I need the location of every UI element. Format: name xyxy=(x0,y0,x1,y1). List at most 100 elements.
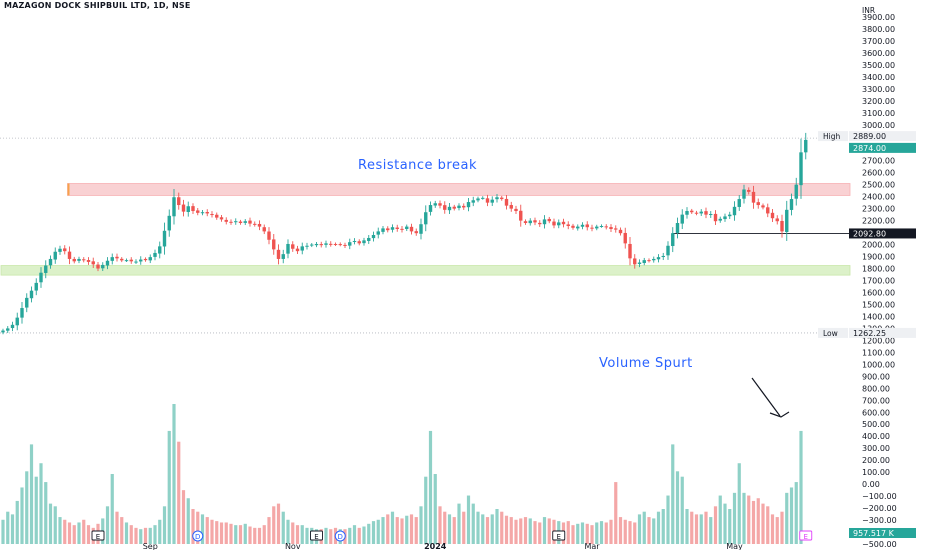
volume-bar xyxy=(139,529,143,544)
candle-body xyxy=(590,227,594,229)
candle-body xyxy=(115,256,119,259)
high-value-bg xyxy=(849,131,916,142)
candle xyxy=(438,200,442,209)
candle-body xyxy=(780,220,784,232)
candle xyxy=(181,199,186,217)
volume-bar xyxy=(210,519,214,544)
candle-body xyxy=(153,252,157,257)
y-tick-label: 1000.00 xyxy=(862,360,895,369)
candle-body xyxy=(139,259,143,262)
candle-body xyxy=(286,243,290,254)
candle xyxy=(405,224,409,232)
y-tick-label: 3700.00 xyxy=(862,37,895,46)
volume-bar xyxy=(105,506,110,544)
candle xyxy=(348,238,352,250)
candle xyxy=(124,258,129,263)
candle-body xyxy=(647,260,651,262)
earnings-badge xyxy=(552,530,566,541)
y-tick-label: 600.00 xyxy=(862,408,890,417)
candle xyxy=(105,257,110,270)
candle xyxy=(44,260,48,279)
volume-bar xyxy=(253,527,257,544)
volume-bar xyxy=(6,511,10,544)
volume-bar xyxy=(709,517,713,544)
candle-body xyxy=(542,219,547,225)
candle-body xyxy=(580,224,585,227)
volume-bar xyxy=(585,523,589,544)
y-tick-label: 2700.00 xyxy=(862,157,895,166)
volume-bar xyxy=(718,495,722,544)
volume-bar xyxy=(500,511,504,544)
candle xyxy=(1,328,5,335)
candle xyxy=(153,249,157,261)
volume-bar xyxy=(628,521,632,544)
event-marker-label: E xyxy=(804,533,808,541)
y-tick-label: 0.00 xyxy=(862,480,880,489)
volume-bar xyxy=(761,503,765,544)
volume-bar xyxy=(485,517,490,544)
y-tick-label: 1400.00 xyxy=(862,312,895,321)
candle xyxy=(709,211,713,218)
volume-bar xyxy=(614,482,618,544)
candle xyxy=(457,203,461,211)
candle-body xyxy=(804,139,808,153)
candle xyxy=(300,242,304,255)
candle-body xyxy=(219,217,224,220)
volume-bar xyxy=(509,517,513,544)
volume-bar xyxy=(785,492,789,544)
candle-body xyxy=(205,211,209,214)
volume-bar xyxy=(599,521,604,544)
volume-bar xyxy=(538,522,542,544)
candle-body xyxy=(500,197,504,200)
candle-body xyxy=(72,258,76,262)
volume-bar xyxy=(604,522,608,544)
volume-bar xyxy=(523,517,528,544)
volume-bar xyxy=(134,527,138,544)
candle xyxy=(262,224,266,235)
candle-body xyxy=(248,220,252,224)
zone-support xyxy=(0,265,851,276)
candle-body xyxy=(329,243,333,245)
low-label: Low xyxy=(823,329,838,338)
candle xyxy=(547,216,551,224)
candle-body xyxy=(91,261,95,265)
low-value-bg xyxy=(849,327,916,338)
candle xyxy=(120,257,124,263)
volume-bar xyxy=(281,511,285,544)
volume-bar xyxy=(694,514,699,544)
volume-bar xyxy=(775,517,779,544)
candle xyxy=(115,253,119,262)
candle xyxy=(447,203,452,215)
candle-body xyxy=(82,259,86,261)
candle-body xyxy=(471,200,475,203)
candle xyxy=(281,249,285,264)
candle-body xyxy=(400,228,404,230)
candle-body xyxy=(25,297,29,308)
volume-bar xyxy=(371,521,376,544)
candle-body xyxy=(262,227,266,232)
volume-bar xyxy=(656,511,661,544)
candle xyxy=(267,227,271,245)
volume-bar xyxy=(172,404,176,544)
volume-bar xyxy=(390,511,395,544)
event-marker-label: E xyxy=(557,533,561,541)
candle xyxy=(257,220,262,231)
volume-bar xyxy=(248,526,252,544)
candle xyxy=(728,211,732,220)
candle xyxy=(15,312,19,331)
candle xyxy=(110,253,114,265)
candle xyxy=(357,239,361,246)
candle-body xyxy=(376,231,380,235)
x-tick-label: Mar xyxy=(584,542,600,550)
volume-bar xyxy=(571,525,575,544)
candle-body xyxy=(585,224,589,228)
candle-body xyxy=(162,230,167,247)
candle-body xyxy=(243,221,247,223)
volume-bar xyxy=(200,514,205,544)
candle xyxy=(599,224,604,228)
candle-body xyxy=(685,211,689,215)
y-tick-label: 3100.00 xyxy=(862,109,895,118)
candle-body xyxy=(785,209,789,232)
candle-body xyxy=(338,244,342,246)
